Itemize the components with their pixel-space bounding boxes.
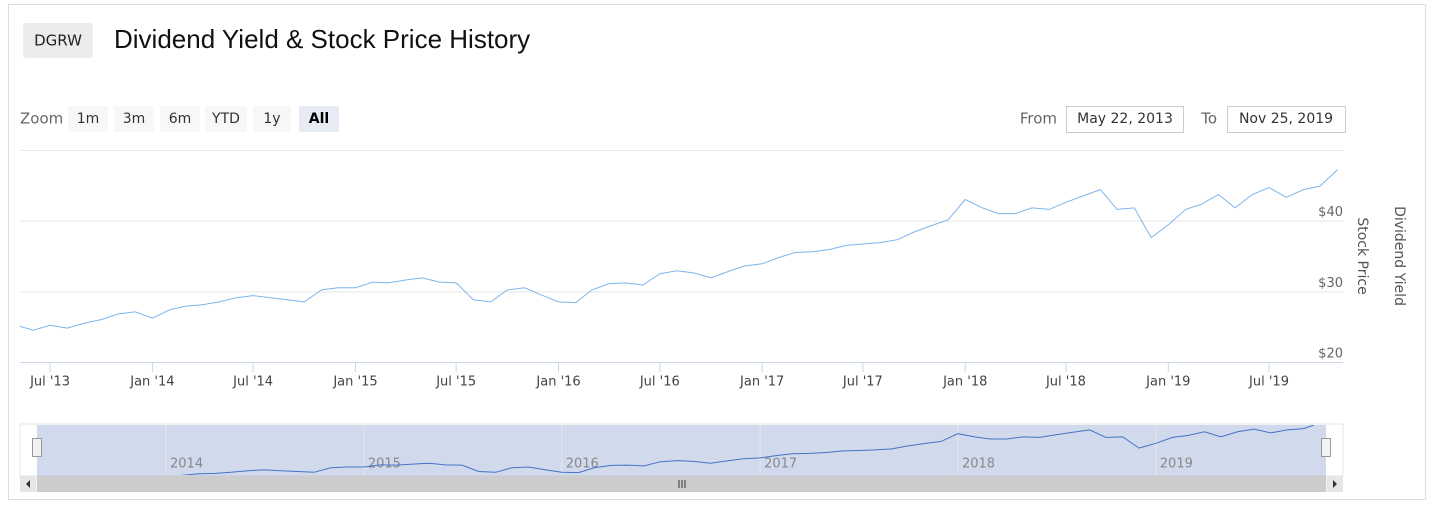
price-line bbox=[20, 169, 1338, 331]
to-label: To bbox=[1200, 110, 1217, 128]
x-tick-label: Jan '19 bbox=[1145, 375, 1190, 390]
x-tick-label: Jul '18 bbox=[1045, 375, 1086, 390]
navigator-tick-label: 2019 bbox=[1160, 457, 1193, 472]
scroll-grip bbox=[678, 480, 686, 488]
zoom-button[interactable]: 1m bbox=[68, 106, 108, 132]
ticker-badge bbox=[23, 23, 93, 58]
navigator bbox=[19, 423, 1344, 477]
zoom-button-label: 1y bbox=[263, 111, 280, 127]
from-date: May 22, 2013 bbox=[1077, 111, 1173, 127]
chart-title: Dividend Yield & Stock Price History bbox=[114, 24, 530, 54]
x-tick-label: Jul '13 bbox=[29, 375, 70, 390]
zoom-button[interactable]: 3m bbox=[114, 106, 154, 132]
y-tick-label: $40 bbox=[1318, 205, 1343, 220]
zoom-button[interactable]: YTD bbox=[205, 106, 247, 132]
arrow-right bbox=[1333, 480, 1337, 488]
navigator-tick-label: 2014 bbox=[170, 457, 203, 472]
handle-left[interactable] bbox=[32, 438, 42, 457]
x-tick-label: Jul '16 bbox=[639, 375, 680, 390]
zoom-button[interactable]: 6m bbox=[160, 106, 200, 132]
zoom-button-label: YTD bbox=[211, 111, 240, 127]
handle-right[interactable] bbox=[1321, 438, 1331, 457]
zoom-button[interactable]: 1y bbox=[253, 106, 291, 132]
zoom-button-bg bbox=[299, 106, 339, 132]
navigator-tick-label: 2017 bbox=[764, 457, 797, 472]
y-tick-label: $30 bbox=[1318, 276, 1343, 291]
zoom-button-bg bbox=[160, 106, 200, 132]
to-input[interactable] bbox=[1227, 106, 1346, 133]
navigator-tick-label: 2015 bbox=[368, 457, 401, 472]
zoom-label: Zoom bbox=[20, 110, 63, 128]
zoom-button-bg bbox=[68, 106, 108, 132]
zoom-button[interactable]: All bbox=[299, 106, 339, 132]
y2-axis-title: Dividend Yield bbox=[1391, 206, 1407, 306]
card-border bbox=[8, 4, 1426, 500]
x-tick-label: Jul '19 bbox=[1248, 375, 1289, 390]
zoom-button-label: 3m bbox=[123, 111, 146, 127]
zoom-button-label: 1m bbox=[77, 111, 100, 127]
zoom-button-label: 6m bbox=[169, 111, 192, 127]
x-tick-label: Jan '15 bbox=[332, 375, 377, 390]
x-tick-label: Jan '16 bbox=[535, 375, 580, 390]
zoom-button-bg bbox=[253, 106, 291, 132]
ticker: DGRW bbox=[34, 32, 82, 50]
x-tick-label: Jul '14 bbox=[232, 375, 273, 390]
x-tick-label: Jan '18 bbox=[942, 375, 987, 390]
from-label: From bbox=[1020, 110, 1057, 128]
x-tick-label: Jan '17 bbox=[739, 375, 784, 390]
x-tick-label: Jan '14 bbox=[129, 375, 174, 390]
x-tick-label: Jul '15 bbox=[435, 375, 476, 390]
navigator-tick-label: 2016 bbox=[566, 457, 599, 472]
x-tick-label: Jul '17 bbox=[842, 375, 883, 390]
navigator-line bbox=[181, 425, 1316, 475]
from-input[interactable] bbox=[1066, 106, 1184, 133]
zoom-button-bg bbox=[114, 106, 154, 132]
navigator-mask[interactable] bbox=[37, 425, 1326, 476]
to-date: Nov 25, 2019 bbox=[1239, 111, 1333, 127]
zoom-button-label: All bbox=[309, 111, 329, 127]
navigator-tick-label: 2018 bbox=[962, 457, 995, 472]
y-tick-label: $20 bbox=[1318, 347, 1343, 362]
y-axis-title: Stock Price bbox=[1354, 217, 1370, 294]
zoom-button-bg bbox=[205, 106, 247, 132]
arrow-left bbox=[26, 480, 30, 488]
